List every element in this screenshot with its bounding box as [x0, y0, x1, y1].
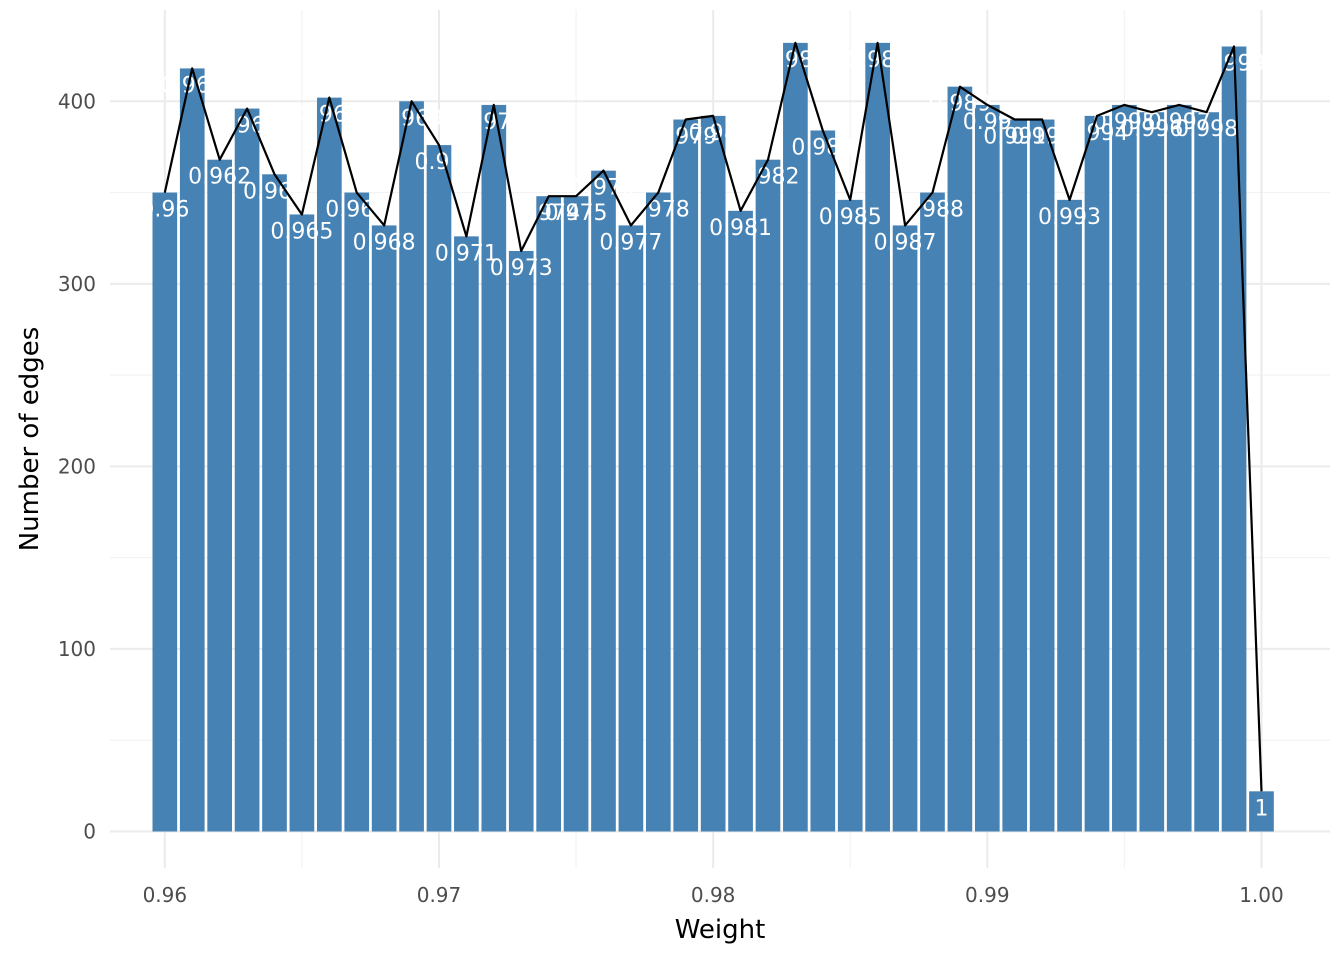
- frequency-line: [163, 41, 1263, 792]
- bar: [920, 192, 945, 832]
- bar: [1249, 791, 1274, 832]
- bar-value-label: 0.977: [599, 230, 662, 255]
- bar-value-label: 0.993: [1038, 205, 1101, 230]
- bar: [481, 104, 507, 832]
- bar: [1221, 46, 1247, 832]
- bar: [426, 145, 452, 832]
- bar-value-label: 0.962: [188, 165, 251, 190]
- bar-value-label: 0.994: [1065, 121, 1128, 146]
- bar-value-label: 0.974: [517, 201, 580, 226]
- x-tick-label: 1.00: [1239, 883, 1284, 907]
- bar: [591, 170, 616, 832]
- bar-value-label: 0.979: [654, 125, 717, 150]
- bar-value-label: 0.981: [709, 216, 772, 241]
- y-tick-label: 300: [58, 272, 96, 296]
- bar: [700, 115, 726, 832]
- y-axis-title: Number of edges: [15, 327, 45, 552]
- bar-value-label: 0.992: [1011, 125, 1074, 150]
- bar: [1194, 112, 1219, 832]
- bar: [289, 214, 315, 832]
- bar: [728, 210, 753, 832]
- bar: [1084, 115, 1110, 832]
- bar: [508, 250, 534, 832]
- bar: [755, 159, 781, 832]
- bar-value-label: 1: [1254, 796, 1268, 821]
- bar-value-label: 0.991: [983, 125, 1046, 150]
- bar-value-label: 0.966: [298, 103, 361, 128]
- bar-labels: 0.960.9610.9620.9630.9640.9650.9660.9670…: [140, 48, 1268, 821]
- bar-value-label: 0.998: [1175, 117, 1238, 142]
- bar-value-label: 0.972: [462, 110, 525, 135]
- bar: [783, 42, 808, 832]
- bar: [1112, 104, 1137, 832]
- bar: [316, 97, 342, 832]
- bar-value-label: 0.982: [736, 165, 799, 190]
- bar-value-label: 0.969: [380, 106, 443, 131]
- bar-value-label: 0.968: [353, 230, 416, 255]
- bar-value-label: 0.997: [1148, 110, 1211, 135]
- bar-value-label: 0.963: [216, 114, 279, 139]
- bar-value-label: 0.987: [874, 230, 937, 255]
- bar: [563, 196, 589, 832]
- x-tick-label: 0.99: [965, 883, 1010, 907]
- bar: [234, 108, 260, 832]
- bar: [645, 192, 671, 832]
- bar: [344, 192, 370, 832]
- bar-value-label: 0.96: [140, 198, 189, 223]
- x-tick-label: 0.96: [143, 883, 188, 907]
- bar: [1029, 119, 1055, 832]
- y-tick-label: 100: [58, 637, 96, 661]
- bar: [399, 101, 424, 832]
- y-axis-ticks: 0 100 200 300 400: [58, 89, 96, 843]
- bar: [152, 192, 178, 832]
- bar: [974, 104, 1000, 832]
- bar-value-label: 0.961: [161, 73, 224, 98]
- bar-value-label: 0.985: [819, 205, 882, 230]
- y-tick-label: 400: [58, 89, 96, 113]
- y-tick-label: 200: [58, 454, 96, 478]
- bar-value-label: 0.964: [243, 179, 306, 204]
- x-tick-label: 0.98: [691, 883, 736, 907]
- bar: [618, 225, 644, 832]
- bar: [865, 42, 890, 832]
- bar: [837, 199, 863, 832]
- bar-value-label: 0.98: [689, 121, 738, 146]
- bar-value-label: 0.986: [846, 48, 909, 73]
- bar-value-label: 0.965: [270, 219, 333, 244]
- bar-value-label: 0.984: [791, 135, 854, 160]
- bar: [207, 159, 232, 832]
- bar: [262, 174, 287, 832]
- bar: [1002, 119, 1028, 832]
- bar-value-label: 0.989: [928, 92, 991, 117]
- y-tick-label: 0: [83, 819, 96, 843]
- bar: [947, 86, 973, 832]
- bar: [179, 68, 205, 832]
- bar: [810, 130, 836, 832]
- x-axis-title: Weight: [675, 915, 766, 945]
- bar-value-label: 0.996: [1120, 117, 1183, 142]
- bar: [454, 236, 479, 832]
- x-axis-ticks: 0.96 0.97 0.98 0.99 1.00: [143, 883, 1284, 907]
- frequency-polyline: [163, 41, 1263, 792]
- bar-value-label: 0.97: [414, 150, 463, 175]
- bar: [1166, 104, 1192, 832]
- bar-value-label: 0.971: [435, 241, 498, 266]
- bar-value-label: 0.973: [490, 256, 553, 281]
- bar: [371, 225, 397, 832]
- bar: [1057, 199, 1082, 832]
- bar-value-label: 0.983: [764, 48, 827, 73]
- bar: [1139, 112, 1165, 832]
- bar: [536, 196, 561, 832]
- bar-value-label: 0.976: [572, 176, 635, 201]
- bar: [673, 119, 699, 832]
- bars: [152, 42, 1274, 832]
- bar: [892, 225, 918, 832]
- x-tick-label: 0.97: [417, 883, 462, 907]
- bar-value-label: 0.975: [545, 201, 608, 226]
